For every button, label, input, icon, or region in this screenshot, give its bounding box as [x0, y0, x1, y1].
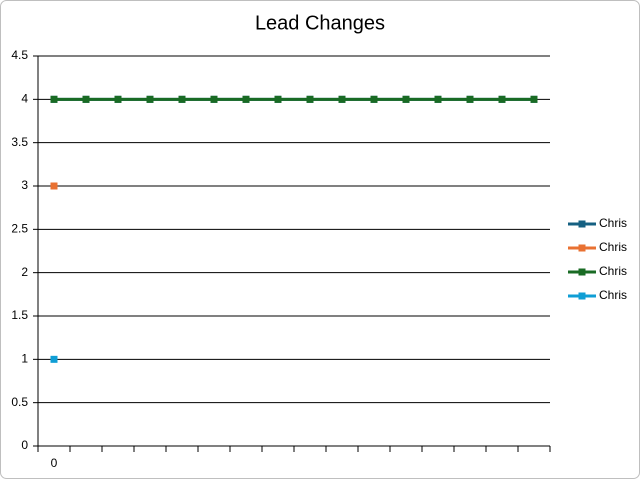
y-tick-label: 0.5	[11, 395, 28, 409]
marker	[274, 95, 282, 103]
y-tick-label: 3	[21, 178, 28, 192]
chart-title: Lead Changes	[255, 12, 385, 34]
marker	[82, 95, 90, 103]
marker	[306, 95, 314, 103]
legend-label: Chris	[599, 216, 627, 230]
marker	[434, 95, 442, 103]
marker	[498, 95, 506, 103]
marker	[50, 355, 58, 363]
y-tick-label: 2	[21, 265, 28, 279]
legend-label: Chris	[599, 264, 627, 278]
marker	[146, 95, 154, 103]
marker	[338, 95, 346, 103]
y-tick-label: 0	[21, 438, 28, 452]
marker	[530, 95, 538, 103]
y-tick-label: 2.5	[11, 222, 28, 236]
marker	[402, 95, 410, 103]
legend-marker	[578, 268, 586, 276]
marker	[466, 95, 474, 103]
y-tick-label: 1.5	[11, 308, 28, 322]
legend-marker	[578, 292, 586, 300]
marker	[50, 182, 58, 190]
legend-marker	[578, 220, 586, 228]
marker	[50, 95, 58, 103]
marker	[114, 95, 122, 103]
y-tick-label: 4	[21, 92, 28, 106]
y-tick-label: 4.5	[11, 48, 28, 62]
marker	[178, 95, 186, 103]
marker	[242, 95, 250, 103]
marker	[370, 95, 378, 103]
y-tick-label: 3.5	[11, 135, 28, 149]
x-tick-label: 0	[51, 456, 58, 470]
legend-marker	[578, 244, 586, 252]
legend-label: Chris	[599, 288, 627, 302]
legend-label: Chris	[599, 240, 627, 254]
marker	[210, 95, 218, 103]
y-tick-label: 1	[21, 352, 28, 366]
